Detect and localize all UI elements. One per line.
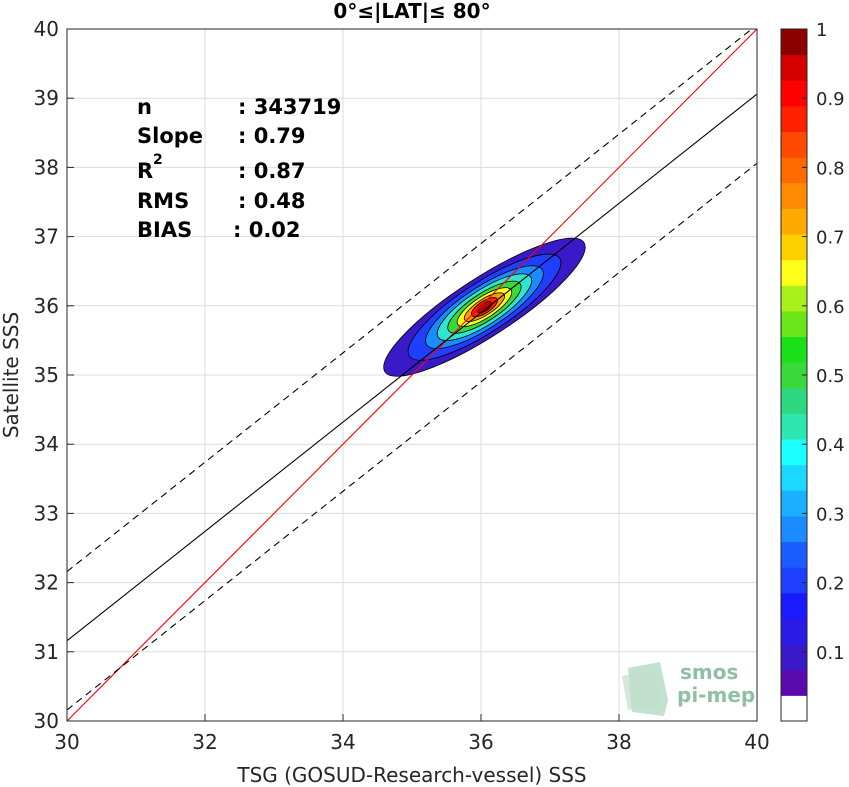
colorbar-segment: [781, 285, 807, 312]
y-tick-label: 37: [34, 225, 59, 249]
fit-line: [67, 93, 757, 642]
colorbar-segment: [781, 29, 807, 56]
stat-slope-value: : 0.79: [238, 124, 306, 148]
stat-n-label: n: [137, 95, 152, 119]
colorbar-tick-label: 0.7: [816, 228, 845, 249]
y-tick-label: 31: [34, 640, 59, 664]
colorbar-tick-label: 0.6: [816, 297, 845, 318]
stat-r2-sup: 2: [153, 152, 163, 168]
colorbar-segment: [781, 208, 807, 235]
y-tick-label: 39: [34, 86, 59, 110]
colorbar-segment: [781, 54, 807, 81]
colorbar-tick-label: 1: [816, 20, 827, 41]
lower-bound-line: [67, 162, 757, 711]
x-tick-label: 34: [330, 730, 355, 754]
y-ticks: 30 31 32 33 34 35 36 37 38 39 40: [34, 17, 74, 733]
logo-line1: smos: [680, 660, 738, 684]
y-axis-label: Satellite SSS: [0, 312, 23, 438]
colorbar-segment: [781, 541, 807, 568]
colorbar: [781, 29, 807, 722]
y-tick-label: 32: [34, 571, 59, 595]
stat-r2-label: R: [137, 159, 153, 183]
colorbar-tick-label: 0.3: [816, 504, 845, 525]
stat-slope-label: Slope: [137, 124, 203, 148]
x-ticks: 30 32 34 36 38 40: [54, 714, 770, 754]
colorbar-segment: [781, 182, 807, 209]
one-to-one-line: [67, 29, 757, 721]
colorbar-segment: [781, 515, 807, 543]
x-tick-label: 40: [744, 730, 769, 754]
y-tick-label: 35: [34, 363, 59, 387]
colorbar-segment: [781, 695, 807, 722]
stat-rms-label: RMS: [137, 189, 189, 213]
colorbar-segment: [781, 592, 807, 619]
x-tick-label: 32: [192, 730, 217, 754]
x-tick-label: 36: [468, 730, 493, 754]
x-axis-label: TSG (GOSUD-Research-vessel) SSS: [236, 763, 586, 787]
colorbar-tick-label: 0.5: [816, 366, 845, 387]
colorbar-segment: [781, 105, 807, 133]
colorbar-segment: [781, 439, 807, 466]
colorbar-segment: [781, 464, 807, 491]
stat-rms-value: : 0.48: [238, 189, 306, 213]
colorbar-segment: [781, 490, 807, 517]
colorbar-segment: [781, 234, 807, 261]
colorbar-segment: [781, 669, 807, 696]
stat-r2-value: : 0.87: [238, 159, 306, 183]
y-tick-label: 33: [34, 501, 59, 525]
stat-bias-label: BIAS: [137, 218, 192, 242]
colorbar-tick-label: 0.9: [816, 89, 845, 110]
colorbar-ticks: 0.1 0.2 0.3 0.4 0.5 0.6 0.7 0.8 0.9 1: [802, 20, 845, 664]
y-tick-label: 38: [34, 155, 59, 179]
colorbar-segment: [781, 336, 807, 363]
colorbar-segment: [781, 644, 807, 671]
colorbar-tick-label: 0.8: [816, 158, 845, 179]
stat-n-value: : 343719: [238, 95, 341, 119]
upper-bound-line: [67, 29, 753, 572]
colorbar-segment: [781, 413, 807, 440]
colorbar-tick-label: 0.1: [816, 643, 845, 664]
colorbar-segment: [781, 131, 807, 158]
chart-title: 0°≤|LAT|≤ 80°: [333, 0, 490, 23]
grid: [66, 28, 758, 722]
colorbar-segment: [781, 157, 807, 184]
y-tick-label: 30: [34, 709, 59, 733]
y-tick-label: 34: [34, 432, 59, 456]
logo-line2: pi-mep: [677, 683, 755, 707]
colorbar-segment: [781, 80, 807, 107]
x-tick-label: 30: [54, 730, 79, 754]
stats-box: n : 343719 Slope : 0.79 R 2 : 0.87 RMS :…: [137, 95, 341, 242]
colorbar-tick-label: 0.4: [816, 435, 845, 456]
regression-lines: [67, 29, 757, 721]
stat-bias-value: : 0.02: [233, 218, 301, 242]
colorbar-segment: [781, 310, 807, 338]
x-tick-label: 38: [606, 730, 631, 754]
colorbar-segment: [781, 259, 807, 286]
colorbar-segment: [781, 618, 807, 645]
colorbar-segment: [781, 567, 807, 594]
y-tick-label: 40: [34, 17, 59, 41]
smos-pi-mep-logo: smos pi-mep: [622, 660, 755, 716]
colorbar-tick-label: 0.2: [816, 574, 845, 595]
colorbar-segment: [781, 387, 807, 414]
y-tick-label: 36: [34, 294, 59, 318]
